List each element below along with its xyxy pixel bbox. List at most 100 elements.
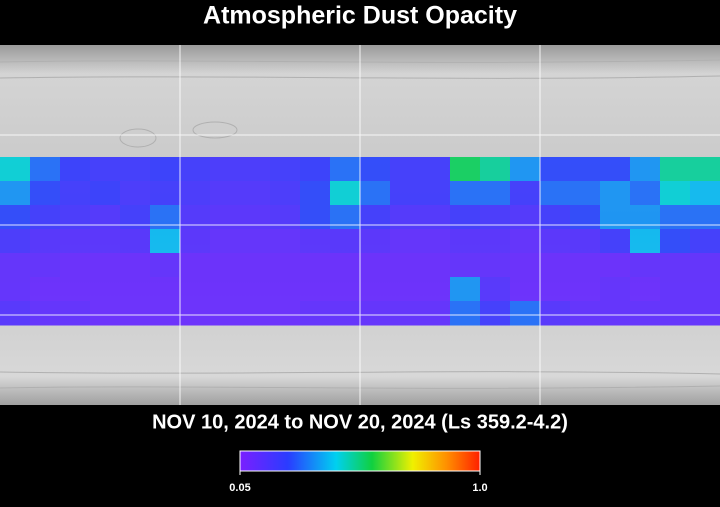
dust-cell [210,277,241,302]
dust-cell [630,229,661,254]
colorbar [239,450,481,472]
dust-cell [690,205,720,230]
dust-cell [30,181,61,206]
dust-cell [300,277,331,302]
dust-cell [300,205,331,230]
dust-cell [570,157,601,182]
dust-cell [390,181,421,206]
dust-cell [120,277,151,302]
dust-cell [540,205,571,230]
dust-cell [690,301,720,326]
dust-cell [690,277,720,302]
dust-cell [600,181,631,206]
dust-cell [570,253,601,278]
dust-cell [600,205,631,230]
colorbar-tick-label: 0.05 [229,482,250,494]
dust-cell [240,157,271,182]
dust-cell [330,157,361,182]
dust-cell [240,205,271,230]
dust-cell [150,277,181,302]
dust-cell [600,301,631,326]
dust-cell [210,253,241,278]
dust-cell [180,181,211,206]
dust-cell [240,301,271,326]
dust-cell [390,253,421,278]
dust-cell [90,229,121,254]
dust-cell [30,253,61,278]
dust-cell [60,229,91,254]
dust-cell [600,253,631,278]
dust-cell [240,229,271,254]
dust-cell [450,301,481,326]
dust-cell [300,157,331,182]
dust-cell [510,157,541,182]
dust-cell [510,253,541,278]
dust-cell [510,277,541,302]
dust-cell [300,301,331,326]
graticule [0,45,720,405]
dust-cell [420,253,451,278]
dust-cell [420,205,451,230]
dust-cell [0,277,31,302]
dust-cell [510,181,541,206]
dust-cell [660,205,691,230]
dust-cell [420,229,451,254]
dust-cell [0,181,31,206]
dust-cell [450,157,481,182]
dust-cell [540,229,571,254]
dust-cell [90,301,121,326]
dust-cell [480,229,511,254]
date-range: NOV 10, 2024 to NOV 20, 2024 (Ls 359.2-4… [152,411,568,433]
dust-cell [540,301,571,326]
dust-cell [450,253,481,278]
dust-cell [270,205,301,230]
dust-cell [660,253,691,278]
dust-cell [600,157,631,182]
dust-cell [90,253,121,278]
title: Atmospheric Dust Opacity [203,2,517,30]
dust-cell [0,253,31,278]
dust-cell [120,205,151,230]
dust-cell [120,181,151,206]
dust-cell [270,181,301,206]
dust-cell [660,181,691,206]
dust-cell [480,205,511,230]
dust-cell [360,277,391,302]
dust-cell [510,229,541,254]
dust-cell [210,301,241,326]
dust-cell [450,181,481,206]
dust-cell [60,205,91,230]
colorbar-tick-label: 1.0 [472,482,487,494]
dust-cell [300,253,331,278]
dust-layer [0,157,720,326]
dust-cell [510,301,541,326]
dust-cell [360,205,391,230]
dust-cell [690,253,720,278]
dust-cell [660,277,691,302]
dust-cell [690,181,720,206]
dust-cell [660,229,691,254]
dust-cell [270,277,301,302]
dust-cell [180,229,211,254]
dust-cell [150,157,181,182]
dust-cell [570,181,601,206]
dust-cell [270,229,301,254]
dust-cell [150,253,181,278]
dust-cell [450,229,481,254]
dust-cell [210,157,241,182]
dust-cell [630,301,661,326]
colorbar-ticks: 0.05 1.0 [229,471,488,494]
dust-cell [60,277,91,302]
dust-cell [450,277,481,302]
dust-cell [570,205,601,230]
dust-cell [120,229,151,254]
dust-cell [270,301,301,326]
dust-cell [30,205,61,230]
dust-cell [60,157,91,182]
dust-cell [180,277,211,302]
dust-cell [0,229,31,254]
dust-cell [330,277,361,302]
dust-cell [480,253,511,278]
dust-cell [480,181,511,206]
dust-cell [630,253,661,278]
